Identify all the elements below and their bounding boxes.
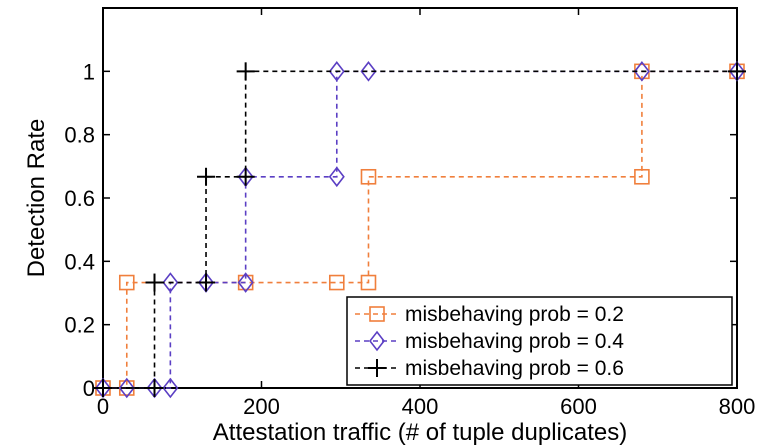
data-point xyxy=(634,168,650,185)
axis-ticks: 0 200 400 600 800 0 0.2 0.4 0.6 0.8 1 xyxy=(64,8,755,419)
legend: misbehaving prob = 0.2 misbehaving prob =… xyxy=(346,296,733,386)
series-3 xyxy=(94,62,746,397)
legend-box xyxy=(346,296,733,386)
series-line xyxy=(103,70,737,389)
data-point xyxy=(360,168,377,185)
legend-marker xyxy=(368,359,386,377)
data-point xyxy=(633,61,650,82)
data-point xyxy=(728,62,746,81)
x-tick-label: 600 xyxy=(560,394,597,419)
data-point xyxy=(328,61,345,82)
data-point xyxy=(236,62,255,81)
x-tick-label: 400 xyxy=(402,394,439,419)
legend-entry: misbehaving prob = 0.2 xyxy=(355,303,624,326)
x-axis-title: Attestation traffic (# of tuple duplicat… xyxy=(213,419,627,446)
y-tick-label: 0.6 xyxy=(64,186,95,211)
data-point xyxy=(162,272,179,293)
data-point xyxy=(328,274,345,291)
legend-marker xyxy=(369,306,385,322)
data-point xyxy=(94,379,112,397)
y-axis-title: Detection Rate xyxy=(23,119,50,278)
data-point xyxy=(197,167,216,186)
legend-label: misbehaving prob = 0.4 xyxy=(405,330,624,353)
data-point xyxy=(118,274,135,291)
y-tick-label: 0 xyxy=(83,376,95,401)
data-point xyxy=(360,61,377,82)
data-point xyxy=(162,377,179,399)
y-tick-label: 0.2 xyxy=(64,313,95,338)
y-tick-label: 0.4 xyxy=(64,249,95,274)
data-point xyxy=(118,377,135,399)
legend-label: misbehaving prob = 0.6 xyxy=(405,357,624,380)
data-point xyxy=(360,274,377,291)
x-tick-label: 0 xyxy=(97,394,109,419)
series-line xyxy=(103,70,737,389)
data-point xyxy=(197,273,216,292)
data-point xyxy=(328,166,345,188)
x-tick-label: 800 xyxy=(719,394,756,419)
data-point xyxy=(236,167,255,186)
x-tick-label: 200 xyxy=(243,394,280,419)
legend-entry: misbehaving prob = 0.4 xyxy=(355,330,624,353)
data-point xyxy=(145,273,164,292)
y-tick-label: 0.8 xyxy=(64,123,95,148)
legend-label: misbehaving prob = 0.2 xyxy=(405,303,624,326)
legend-entry: misbehaving prob = 0.6 xyxy=(355,357,624,380)
data-point xyxy=(145,379,164,397)
y-tick-label: 1 xyxy=(83,59,95,84)
series-layer xyxy=(94,61,746,399)
data-point xyxy=(237,272,254,293)
legend-marker xyxy=(368,330,386,352)
